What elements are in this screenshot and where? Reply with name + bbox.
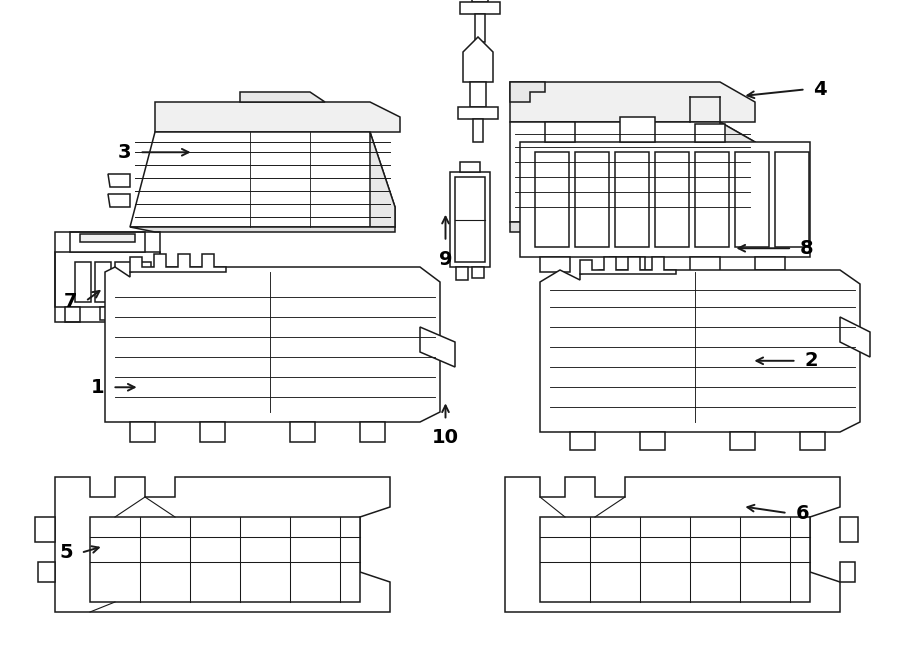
Polygon shape <box>108 194 130 207</box>
Polygon shape <box>505 477 840 612</box>
Polygon shape <box>105 267 440 422</box>
Polygon shape <box>55 252 160 307</box>
Text: 5: 5 <box>59 544 73 562</box>
Polygon shape <box>130 227 395 232</box>
Polygon shape <box>455 177 485 262</box>
Polygon shape <box>130 307 145 320</box>
Polygon shape <box>730 432 755 450</box>
Polygon shape <box>473 119 483 142</box>
Text: 10: 10 <box>432 428 459 448</box>
Text: 6: 6 <box>796 504 809 522</box>
Polygon shape <box>540 517 810 602</box>
Polygon shape <box>460 162 480 172</box>
Polygon shape <box>620 117 655 142</box>
Polygon shape <box>755 257 785 270</box>
Polygon shape <box>545 122 575 142</box>
Polygon shape <box>720 122 755 222</box>
Polygon shape <box>90 517 360 602</box>
Polygon shape <box>690 257 720 272</box>
Polygon shape <box>200 422 225 442</box>
Polygon shape <box>115 262 131 302</box>
Polygon shape <box>535 152 569 247</box>
Polygon shape <box>458 107 498 119</box>
Text: 7: 7 <box>64 292 77 310</box>
Polygon shape <box>460 2 500 14</box>
Polygon shape <box>580 257 676 274</box>
Polygon shape <box>540 270 860 432</box>
Polygon shape <box>75 262 91 302</box>
Polygon shape <box>456 267 468 280</box>
Polygon shape <box>370 132 395 227</box>
Polygon shape <box>840 517 858 542</box>
Polygon shape <box>472 267 484 278</box>
Polygon shape <box>735 152 769 247</box>
Text: 8: 8 <box>800 239 814 258</box>
Text: 9: 9 <box>439 250 453 269</box>
Polygon shape <box>800 432 825 450</box>
Polygon shape <box>470 82 486 107</box>
Polygon shape <box>108 174 130 187</box>
Polygon shape <box>472 0 488 2</box>
Polygon shape <box>450 172 490 267</box>
Polygon shape <box>95 262 111 302</box>
Text: 4: 4 <box>814 80 827 99</box>
Polygon shape <box>65 307 80 322</box>
Text: 3: 3 <box>118 143 131 162</box>
Polygon shape <box>775 152 809 247</box>
Polygon shape <box>130 422 155 442</box>
Text: 2: 2 <box>805 352 818 370</box>
Polygon shape <box>570 432 595 450</box>
Polygon shape <box>80 234 135 242</box>
Polygon shape <box>510 222 755 232</box>
Polygon shape <box>240 92 325 102</box>
Polygon shape <box>655 152 689 247</box>
Polygon shape <box>840 562 855 582</box>
Polygon shape <box>130 254 226 272</box>
Polygon shape <box>135 262 151 302</box>
Polygon shape <box>35 517 55 542</box>
Polygon shape <box>520 142 810 257</box>
Polygon shape <box>840 317 870 357</box>
Polygon shape <box>615 152 649 247</box>
Polygon shape <box>640 432 665 450</box>
Polygon shape <box>575 152 609 247</box>
Polygon shape <box>360 422 385 442</box>
Polygon shape <box>540 257 570 272</box>
Polygon shape <box>695 124 725 142</box>
Polygon shape <box>463 37 493 82</box>
Polygon shape <box>510 82 545 102</box>
Polygon shape <box>130 132 395 227</box>
Polygon shape <box>695 152 729 247</box>
Polygon shape <box>610 257 645 277</box>
Polygon shape <box>510 122 755 222</box>
Polygon shape <box>55 477 390 612</box>
Polygon shape <box>290 422 315 442</box>
Polygon shape <box>510 82 755 122</box>
Polygon shape <box>70 232 145 252</box>
Polygon shape <box>155 102 400 132</box>
Polygon shape <box>100 307 115 320</box>
Polygon shape <box>38 562 55 582</box>
Polygon shape <box>475 14 485 42</box>
Text: 1: 1 <box>91 378 104 397</box>
Polygon shape <box>420 327 455 367</box>
